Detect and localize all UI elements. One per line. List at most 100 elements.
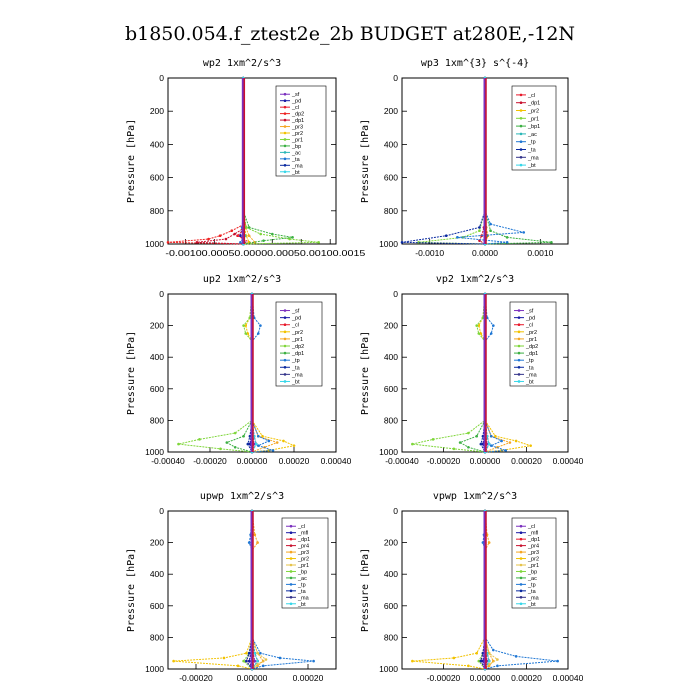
series-point bbox=[278, 656, 282, 660]
series-point bbox=[256, 651, 259, 655]
legend-marker bbox=[283, 330, 287, 334]
y-tick-label: 400 bbox=[150, 569, 164, 579]
legend: _cl_mfl_dp1_pr4_pr3_pr2_pr1_bp_ac_tp_ta_… bbox=[511, 517, 557, 609]
legend-marker bbox=[283, 151, 287, 154]
legend-entry: _pr2 bbox=[291, 131, 303, 137]
legend-entry: _bt bbox=[291, 170, 300, 176]
series-point bbox=[489, 444, 493, 447]
series-point bbox=[475, 651, 479, 655]
y-tick-label: 1000 bbox=[145, 664, 164, 674]
series-point bbox=[259, 232, 262, 236]
legend-entry: _ma bbox=[291, 372, 304, 378]
series-point bbox=[505, 241, 509, 244]
y-tick-label: 0 bbox=[393, 73, 398, 83]
series-point bbox=[291, 236, 294, 239]
legend-entry: _cl bbox=[527, 524, 535, 530]
legend-entry: _cl bbox=[297, 524, 305, 530]
legend-marker bbox=[517, 337, 521, 341]
legend-entry: _tp bbox=[527, 140, 536, 146]
y-tick-label: 800 bbox=[384, 206, 398, 216]
series-point bbox=[247, 541, 251, 544]
series-line-pr2 bbox=[412, 511, 486, 670]
series-point bbox=[400, 241, 404, 244]
series-point bbox=[271, 449, 275, 452]
series-point bbox=[411, 659, 414, 663]
x-tick-label: -0.0010 bbox=[415, 248, 444, 258]
legend-entry: _pr2 bbox=[525, 330, 537, 336]
legend-marker bbox=[283, 112, 287, 115]
panel-title: vp2 1xm^2/s^3 bbox=[436, 274, 514, 285]
legend-marker bbox=[289, 576, 293, 580]
legend-marker bbox=[283, 351, 287, 355]
legend-marker bbox=[519, 117, 523, 120]
legend-marker bbox=[283, 380, 287, 383]
legend-marker bbox=[289, 531, 293, 534]
legend-box bbox=[509, 301, 557, 387]
series-point bbox=[477, 659, 481, 663]
panel-upwp: upwp 1xm^2/s^3 0 200 400 600 800 1000 -0.00020 0… bbox=[126, 491, 337, 683]
y-tick-label: 800 bbox=[384, 415, 398, 425]
x-tick-label: 0.00040 bbox=[553, 673, 584, 683]
legend-entry: _dp1 bbox=[527, 101, 540, 107]
series-point bbox=[478, 226, 481, 229]
y-tick-label: 200 bbox=[150, 321, 164, 331]
series-point bbox=[247, 651, 251, 655]
series-line-dp1 bbox=[225, 294, 253, 453]
x-tick-label: 0.00000 bbox=[470, 673, 501, 683]
series-point bbox=[479, 442, 483, 446]
series-point bbox=[261, 434, 264, 438]
legend-entry: _pr2 bbox=[527, 557, 539, 563]
series-point bbox=[508, 441, 512, 444]
y-tick-label: 600 bbox=[150, 384, 164, 394]
series-point bbox=[253, 533, 257, 536]
y-tick-label: 400 bbox=[384, 352, 398, 362]
series-point bbox=[467, 445, 470, 449]
legend-entry: _tp bbox=[525, 358, 534, 364]
series-point bbox=[529, 444, 532, 447]
legend-entry: _dp1 bbox=[527, 537, 540, 543]
panel-title: vpwp 1xm^2/s^3 bbox=[433, 491, 517, 502]
series-point bbox=[233, 431, 237, 435]
legend-entry: _pr2 bbox=[527, 109, 539, 115]
series-point bbox=[246, 332, 250, 335]
y-tick-label: 600 bbox=[384, 173, 398, 183]
y-axis-label: Pressure [hPa] bbox=[360, 548, 371, 632]
series-point bbox=[262, 239, 265, 242]
legend-entry: _bp1 bbox=[527, 124, 540, 130]
legend-marker bbox=[519, 156, 523, 159]
series-point bbox=[467, 431, 470, 435]
series-point bbox=[198, 438, 201, 441]
series-point bbox=[444, 234, 448, 237]
plot-frame bbox=[167, 77, 337, 245]
legend-entry: _cl bbox=[291, 105, 299, 111]
x-tick-label: -0.00020 bbox=[193, 456, 227, 466]
legend-marker bbox=[519, 163, 523, 167]
legend-marker bbox=[283, 131, 287, 135]
series-line-tp bbox=[482, 510, 558, 670]
legend-entry: _bt bbox=[297, 602, 306, 608]
series-point bbox=[556, 659, 559, 663]
legend-entry: _ac bbox=[297, 576, 307, 582]
series-line-dp2 bbox=[412, 293, 486, 453]
legend-entry: _sf bbox=[291, 309, 300, 315]
legend-marker bbox=[283, 323, 287, 327]
series-point bbox=[487, 659, 491, 663]
series-line-pr2 bbox=[245, 293, 296, 453]
legend-marker bbox=[519, 537, 523, 541]
legend-entry: _ma bbox=[297, 595, 310, 601]
legend-entry: _pd bbox=[291, 99, 301, 105]
legend-marker bbox=[517, 309, 521, 312]
legend-marker bbox=[519, 531, 523, 534]
legend-entry: _dp1 bbox=[291, 118, 304, 124]
series-point bbox=[467, 664, 470, 668]
legend-box bbox=[511, 85, 557, 171]
series-point bbox=[177, 442, 180, 446]
legend-entry: _pr1 bbox=[527, 563, 539, 569]
legend: _cl_mfl_dp1_pr4_pr3_pr2_pr1_bp_ac_tp_ta_… bbox=[281, 517, 329, 609]
legend-marker bbox=[519, 132, 523, 136]
legend-entry: _ac bbox=[527, 576, 537, 582]
series-point bbox=[487, 442, 491, 446]
x-tick-label: 0.0010 bbox=[527, 248, 553, 258]
series-point bbox=[411, 442, 414, 446]
panel-vpwp: vpwp 1xm^2/s^3 0 200 400 600 800 1000 -0.00020 0… bbox=[360, 491, 584, 683]
